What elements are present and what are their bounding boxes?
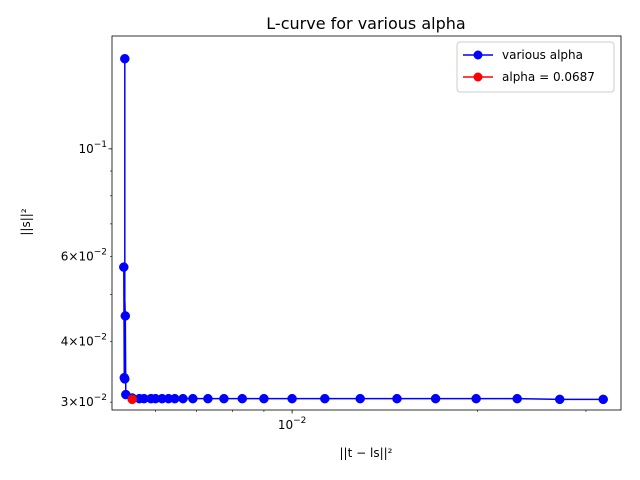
data-point xyxy=(188,393,198,404)
data-point xyxy=(355,393,365,404)
data-point xyxy=(120,311,131,321)
data-point xyxy=(170,393,180,404)
y-axis-label: ||s||² xyxy=(19,208,33,235)
data-point xyxy=(237,393,248,404)
data-point xyxy=(203,393,213,404)
data-point xyxy=(119,372,130,383)
y-tick-label: 3×10−2 xyxy=(61,393,107,409)
axes-frame xyxy=(111,35,622,411)
data-point xyxy=(430,393,441,404)
legend-marker xyxy=(473,72,483,82)
data-point xyxy=(392,393,402,404)
data-point xyxy=(178,393,188,404)
data-point xyxy=(471,393,481,404)
y-tick-label: 6×10−2 xyxy=(61,247,107,263)
plot-area: 10−2 3×10−2 4×10−2 6×10−2 10−1 xyxy=(61,35,622,432)
data-point xyxy=(287,393,297,404)
legend-label: alpha = 0.0687 xyxy=(502,70,595,84)
legend-label: various alpha xyxy=(502,48,583,62)
data-point xyxy=(259,393,269,404)
data-point xyxy=(119,262,129,272)
legend: various alpha alpha = 0.0687 xyxy=(456,41,615,93)
data-point xyxy=(598,394,608,405)
y-tick-label: 4×10−2 xyxy=(61,333,107,349)
data-point xyxy=(554,394,565,405)
x-tick-label: 10−2 xyxy=(278,416,307,432)
y-tick-label: 10−1 xyxy=(78,140,107,156)
data-point xyxy=(219,393,229,404)
data-point xyxy=(512,393,522,404)
chart-title: L-curve for various alpha xyxy=(266,14,465,33)
legend-marker xyxy=(473,50,483,60)
data-point xyxy=(127,394,137,405)
data-point xyxy=(120,53,130,64)
legend-box xyxy=(456,41,615,93)
data-point xyxy=(320,393,330,404)
x-axis-label: ||t − ls||² xyxy=(340,446,393,460)
